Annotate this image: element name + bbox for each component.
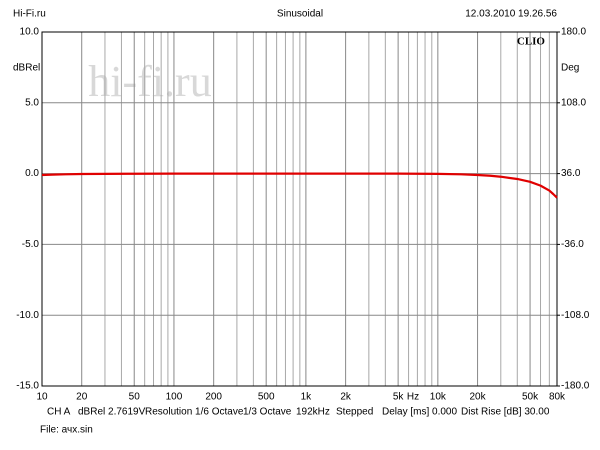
plot-border [41, 31, 558, 387]
file-name: File: ачх.sin [40, 425, 93, 436]
x-tick-label: 50k [522, 392, 539, 403]
header-left: Hi-Fi.ru [13, 9, 46, 20]
data-line [41, 172, 558, 199]
x-tick-label: 10 [36, 392, 48, 403]
y-tick-label: 5.0 [25, 97, 39, 108]
y2-tick-label: -108.0 [561, 310, 590, 321]
header-right: 12.03.2010 19.26.56 [465, 9, 557, 20]
y-axis-label: dBRel [13, 63, 40, 74]
x-tick-label: 100 [166, 392, 183, 403]
y2-tick-label: 36.0 [561, 168, 581, 179]
watermark: hi-fi.ru [88, 57, 211, 106]
x-tick-label: 10k [430, 392, 447, 403]
x-tick-label: 200 [205, 392, 222, 403]
x-tick-label: 500 [258, 392, 275, 403]
footer-item: Delay [ms] 0.000 [382, 407, 457, 418]
brand: CLIO [517, 36, 546, 48]
footer-item: Dist Rise [dB] 30.00 [461, 407, 550, 418]
y-tick-label: -5.0 [22, 239, 40, 250]
footer-item: 192kHz [296, 407, 330, 418]
x-tick-label: 2k [340, 392, 352, 403]
y2-tick-label: -180.0 [561, 381, 590, 392]
x-tick-label: 20 [76, 392, 88, 403]
x-tick-label: 80k [549, 392, 566, 403]
y-tick-label: -15.0 [16, 381, 39, 392]
y2-tick-label: 108.0 [561, 97, 586, 108]
footer-item: CH A [47, 407, 71, 418]
x-axis-label: Hz [407, 392, 419, 403]
footer-item: 1/3 Octave [243, 407, 292, 418]
y2-axis-label: Deg [561, 63, 579, 74]
y2-tick-label: -36.0 [561, 239, 584, 250]
footer-item: Stepped [336, 407, 373, 418]
x-tick-label: 50 [129, 392, 141, 403]
y2-tick-label: 180.0 [561, 27, 586, 38]
x-tick-label: 20k [469, 392, 486, 403]
footer-item: dBRel 2.7619V [78, 407, 146, 418]
x-tick-label: 1k [301, 392, 313, 403]
x-tick-label: 5k [393, 392, 405, 403]
footer-item: Resolution 1/6 Octave [145, 407, 244, 418]
y-tick-label: 0.0 [25, 168, 39, 179]
y-tick-label: 10.0 [20, 27, 40, 38]
y-tick-label: -10.0 [16, 310, 39, 321]
chart-title: Sinusoidal [277, 9, 323, 20]
